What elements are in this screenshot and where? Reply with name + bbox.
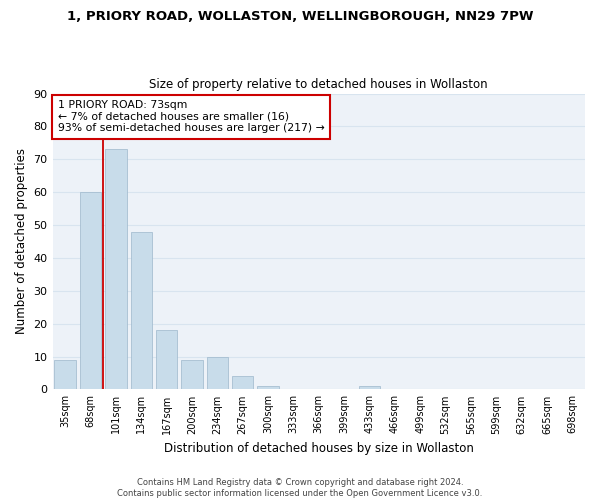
- Bar: [232, 376, 253, 390]
- Y-axis label: Number of detached properties: Number of detached properties: [15, 148, 28, 334]
- X-axis label: Distribution of detached houses by size in Wollaston: Distribution of detached houses by size …: [164, 442, 474, 455]
- Bar: [131, 232, 152, 390]
- Bar: [181, 360, 203, 390]
- Bar: [80, 192, 101, 390]
- Bar: [105, 150, 127, 390]
- Text: Contains HM Land Registry data © Crown copyright and database right 2024.
Contai: Contains HM Land Registry data © Crown c…: [118, 478, 482, 498]
- Bar: [156, 330, 178, 390]
- Bar: [206, 356, 228, 390]
- Text: 1 PRIORY ROAD: 73sqm
← 7% of detached houses are smaller (16)
93% of semi-detach: 1 PRIORY ROAD: 73sqm ← 7% of detached ho…: [58, 100, 325, 134]
- Text: 1, PRIORY ROAD, WOLLASTON, WELLINGBOROUGH, NN29 7PW: 1, PRIORY ROAD, WOLLASTON, WELLINGBOROUG…: [67, 10, 533, 23]
- Bar: [55, 360, 76, 390]
- Bar: [257, 386, 279, 390]
- Bar: [359, 386, 380, 390]
- Title: Size of property relative to detached houses in Wollaston: Size of property relative to detached ho…: [149, 78, 488, 91]
